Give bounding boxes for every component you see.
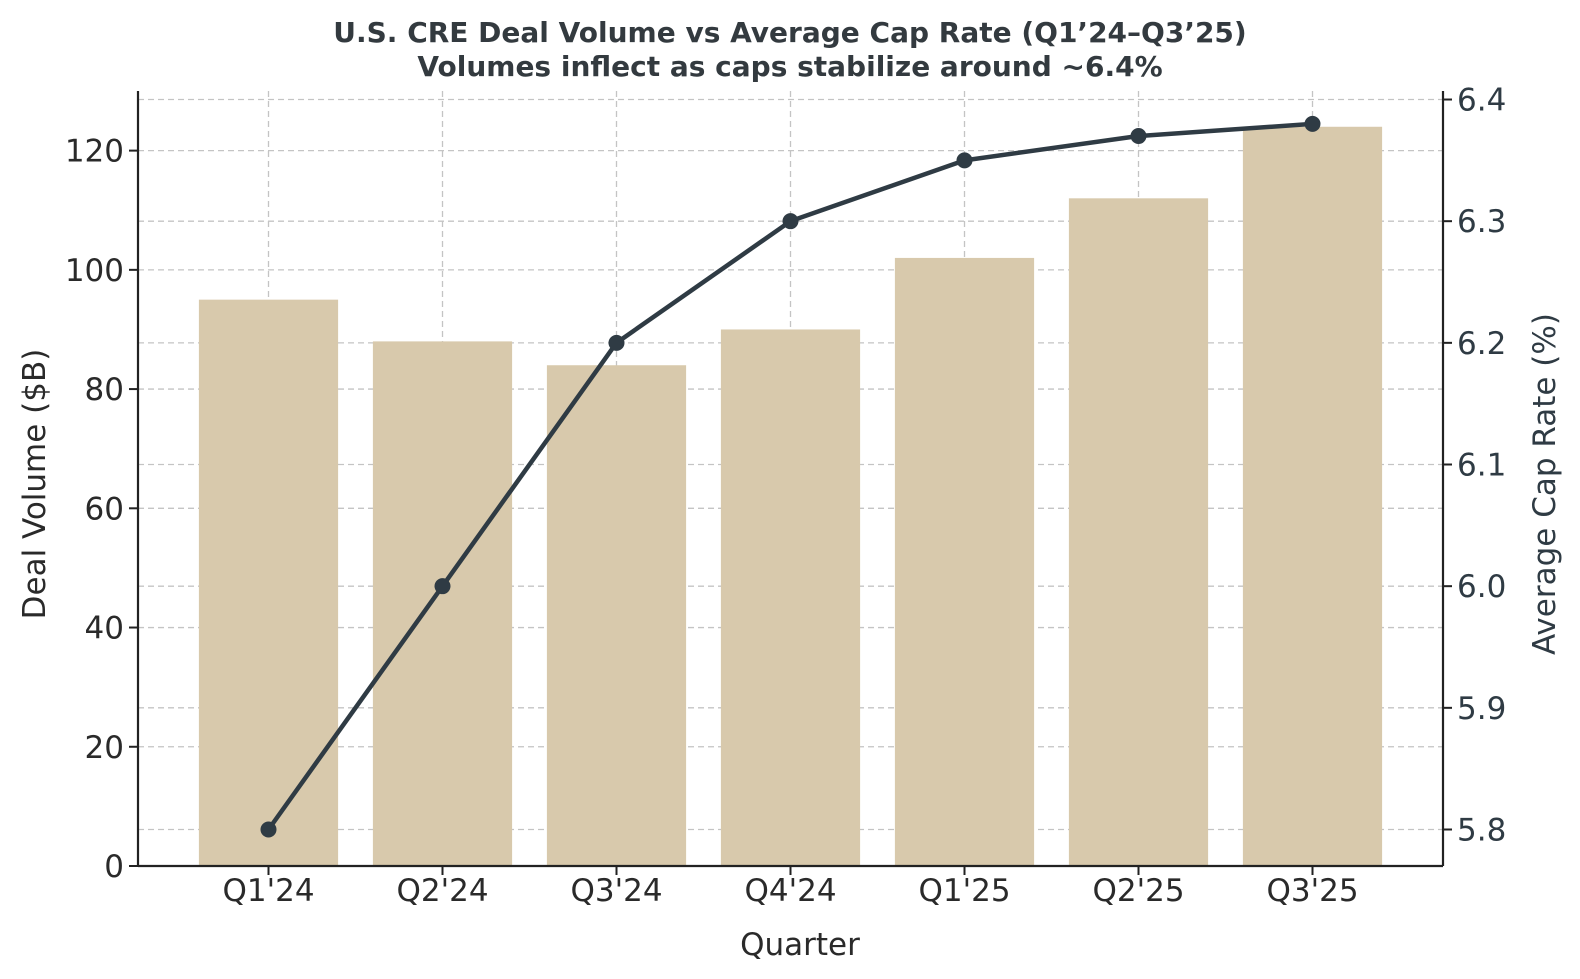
y-tick-label-right: 6.1 [1457, 448, 1506, 484]
y-tick-label-left: 80 [85, 372, 124, 408]
bar-Q1'24 [198, 299, 339, 867]
bar-Q3'24 [546, 365, 687, 866]
y-tick-label-right: 6.2 [1457, 326, 1506, 362]
bar-Q2'25 [1068, 198, 1209, 867]
x-tick-label: Q4'24 [744, 873, 836, 909]
y-axis-label-right: Average Cap Rate (%) [1527, 313, 1563, 655]
cap-rate-point-Q2'24 [434, 578, 451, 595]
x-tick-label: Q2'25 [1092, 873, 1184, 909]
y-tick-label-right: 6.0 [1457, 569, 1506, 605]
bar-Q2'24 [372, 341, 513, 866]
chart-subtitle: Volumes inflect as caps stabilize around… [417, 50, 1162, 83]
y-tick-label-left: 20 [85, 730, 124, 766]
y-tick-label-left: 120 [65, 134, 124, 170]
chart-title: U.S. CRE Deal Volume vs Average Cap Rate… [333, 16, 1246, 49]
y-tick-label-left: 0 [104, 849, 124, 885]
y-tick-label-right: 6.4 [1457, 83, 1506, 119]
cap-rate-point-Q1'25 [956, 152, 973, 169]
cap-rate-point-Q3'24 [608, 334, 625, 351]
x-tick-label: Q3'24 [570, 873, 662, 909]
bar-Q4'24 [720, 329, 861, 866]
axes: 0 20 40 60 80 100 120 5.8 5.9 6.0 6.1 6.2 6.3 6.4 Q1'2… [65, 83, 1506, 909]
cap-rate-point-Q3'25 [1304, 115, 1321, 132]
y-axis-label-left: Deal Volume ($B) [17, 349, 53, 620]
y-tick-label-right: 5.8 [1457, 813, 1506, 849]
y-tick-label-left: 60 [85, 491, 124, 527]
x-tick-label: Q1'25 [918, 873, 1010, 909]
bar-series [198, 126, 1383, 867]
bar-Q3'25 [1242, 126, 1383, 867]
cap-rate-point-Q2'25 [1130, 128, 1147, 145]
y-tick-label-left: 100 [65, 253, 124, 289]
x-tick-label: Q1'24 [222, 873, 314, 909]
y-tick-label-left: 40 [85, 611, 124, 647]
x-tick-label: Q2'24 [396, 873, 488, 909]
cap-rate-series [260, 115, 1321, 838]
x-axis-label: Quarter [740, 927, 860, 963]
y-tick-label-right: 5.9 [1457, 691, 1506, 727]
x-tick-label: Q3'25 [1266, 873, 1358, 909]
bar-Q1'25 [894, 257, 1035, 866]
cap-rate-point-Q4'24 [782, 213, 799, 230]
y-tick-label-right: 6.3 [1457, 204, 1506, 240]
cap-rate-point-Q1'24 [260, 821, 277, 838]
